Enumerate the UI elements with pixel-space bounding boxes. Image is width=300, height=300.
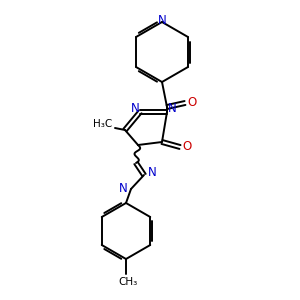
Text: O: O (182, 140, 192, 154)
Text: N: N (118, 182, 127, 196)
Text: N: N (148, 167, 156, 179)
Text: N: N (130, 101, 140, 115)
Text: N: N (168, 101, 176, 115)
Text: N: N (158, 14, 166, 28)
Text: H₃C: H₃C (93, 119, 112, 129)
Text: O: O (188, 97, 196, 110)
Text: CH₃: CH₃ (118, 277, 138, 287)
